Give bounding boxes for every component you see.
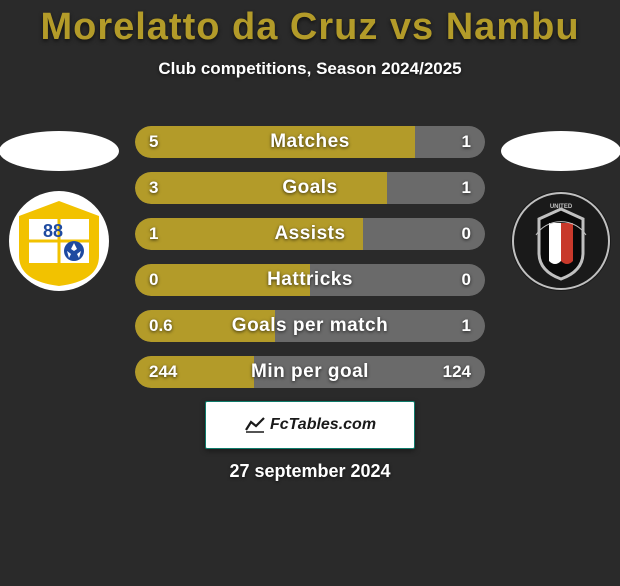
chart-icon: [244, 416, 266, 434]
bar-label: Hattricks: [135, 269, 485, 291]
bar-row: Matches5 1: [135, 126, 485, 158]
bar-value-left: 1: [149, 224, 158, 244]
bar-value-right: 0: [462, 224, 471, 244]
bar-value-right: 1: [462, 132, 471, 152]
bar-row: Hattricks0 0: [135, 264, 485, 296]
crest-right: UNITED: [511, 191, 611, 291]
bar-value-left: 0: [149, 270, 158, 290]
bar-row: Goals3 1: [135, 172, 485, 204]
bar-row: Assists1 0: [135, 218, 485, 250]
bar-label: Assists: [135, 223, 485, 245]
brand-badge: FcTables.com: [205, 401, 415, 449]
bar-value-left: 0.6: [149, 316, 173, 336]
player-right-silhouette: [501, 131, 620, 171]
bar-value-right: 0: [462, 270, 471, 290]
bar-label: Goals: [135, 177, 485, 199]
bar-value-left: 244: [149, 362, 177, 382]
player-right-column: UNITED: [496, 131, 620, 291]
page-title: Morelatto da Cruz vs Nambu: [0, 6, 620, 49]
player-left-silhouette: [0, 131, 119, 171]
bar-row: Min per goal244 124: [135, 356, 485, 388]
bar-label: Matches: [135, 131, 485, 153]
bar-row: Goals per match0.6 1: [135, 310, 485, 342]
bar-value-right: 124: [443, 362, 471, 382]
bar-value-left: 5: [149, 132, 158, 152]
bar-label: Goals per match: [135, 315, 485, 337]
bar-value-right: 1: [462, 178, 471, 198]
bar-value-right: 1: [462, 316, 471, 336]
crest-left: 88: [9, 191, 109, 291]
bar-value-left: 3: [149, 178, 158, 198]
svg-text:UNITED: UNITED: [550, 204, 573, 210]
date-text: 27 september 2024: [0, 461, 620, 482]
svg-text:88: 88: [43, 221, 63, 241]
brand-text: FcTables.com: [270, 416, 376, 434]
comparison-bars: Matches51Goals31Assists10Hattricks00Goal…: [135, 126, 485, 388]
subtitle: Club competitions, Season 2024/2025: [0, 59, 620, 79]
bar-label: Min per goal: [135, 361, 485, 383]
player-left-column: 88: [0, 131, 124, 291]
